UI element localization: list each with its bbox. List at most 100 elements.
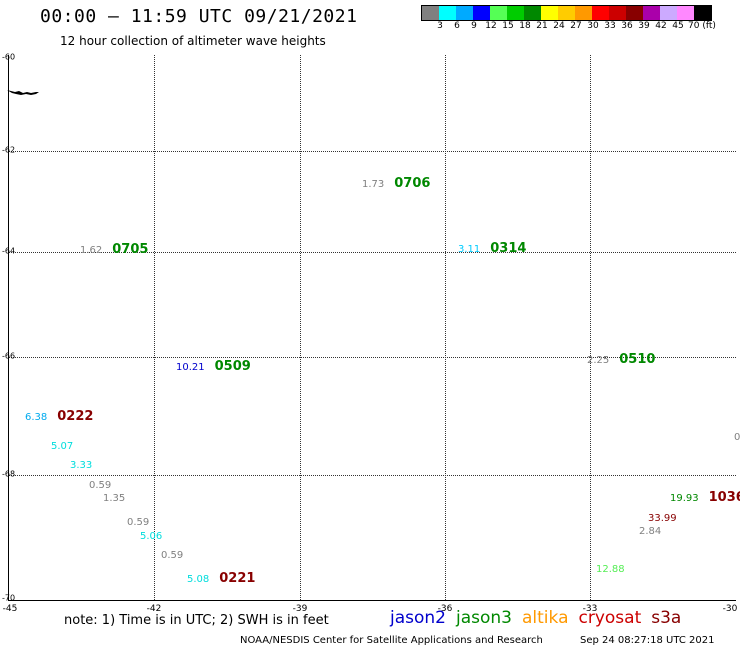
- color-swatch: [473, 6, 490, 20]
- color-scale-tick: 30: [587, 21, 599, 31]
- color-swatch: [660, 6, 677, 20]
- color-swatch: [490, 6, 507, 20]
- wave-observation: 0.59: [127, 512, 149, 528]
- color-scale-tick: 27: [570, 21, 582, 31]
- color-swatch: [507, 6, 524, 20]
- color-scale-tick: 15: [502, 21, 514, 31]
- swh-value: 19.93: [670, 493, 699, 504]
- wave-observation: 0: [734, 427, 740, 443]
- observation-time: 0510: [619, 352, 656, 367]
- satellite-legend: jason2 jason3 altika cryosat s3a: [390, 608, 681, 628]
- swh-value: 0: [734, 432, 740, 443]
- satellite-legend-item: jason2: [390, 608, 446, 628]
- color-swatch: [575, 6, 592, 20]
- longitude-label: -42: [146, 604, 162, 614]
- footnote: note: 1) Time is in UTC; 2) SWH is in fe…: [64, 613, 329, 628]
- wave-observation: 0.59: [161, 545, 183, 561]
- swh-value: 0.59: [89, 480, 112, 491]
- color-scale-tick: 6: [454, 21, 460, 31]
- latitude-label: -60: [2, 52, 16, 62]
- latitude-grid-line: [9, 151, 736, 152]
- satellite-legend-item: s3a: [651, 608, 682, 628]
- swh-value: 5.07: [51, 441, 74, 452]
- wave-observation: 10.21 0509: [176, 357, 251, 373]
- wave-observation: 6.38 0222: [25, 407, 93, 423]
- observation-time: 0314: [490, 241, 527, 256]
- swh-value: 3.33: [70, 460, 93, 471]
- color-scale-tick: 39: [638, 21, 650, 31]
- swh-value: 33.99: [648, 513, 677, 524]
- swh-value: 3.11: [458, 244, 481, 255]
- swh-value: 0.59: [127, 517, 150, 528]
- credit-line: NOAA/NESDIS Center for Satellite Applica…: [240, 635, 543, 646]
- latitude-label: -64: [2, 246, 16, 256]
- generation-timestamp: Sep 24 08:27:18 UTC 2021: [580, 635, 715, 646]
- longitude-grid-line: [590, 55, 591, 600]
- color-swatch: [422, 6, 439, 20]
- swh-value: 6.38: [25, 412, 48, 423]
- satellite-legend-item: jason3: [456, 608, 512, 628]
- wave-observation: 5.08 0221: [187, 569, 255, 585]
- color-swatch: [524, 6, 541, 20]
- wave-observation: 33.99: [648, 508, 677, 524]
- longitude-grid-line: [300, 55, 301, 600]
- satellite-legend-item: altika: [522, 608, 569, 628]
- swh-value: 1.35: [103, 493, 126, 504]
- wave-observation: 1.73 0706: [362, 174, 430, 190]
- wave-observation: 5.06: [140, 526, 162, 542]
- observation-time: 1036: [708, 490, 740, 505]
- longitude-label: -30: [722, 604, 738, 614]
- swh-value: 5.08: [187, 574, 210, 585]
- longitude-grid-line: [445, 55, 446, 600]
- latitude-grid-line: [9, 475, 736, 476]
- latitude-label: -62: [2, 145, 16, 155]
- swh-value: 12.88: [596, 564, 625, 575]
- swh-value: 2.25: [587, 355, 610, 366]
- wave-observation: 1.35: [103, 488, 125, 504]
- wave-observation: 5.07: [51, 436, 73, 452]
- wave-height-color-scale: [421, 5, 712, 21]
- color-scale-tick: 42: [655, 21, 667, 31]
- swh-value: 10.21: [176, 362, 205, 373]
- wave-observation: 1.62 0705: [80, 240, 148, 256]
- longitude-grid-line: [154, 55, 155, 600]
- longitude-label: -39: [292, 604, 308, 614]
- island-coastline-icon: [7, 90, 39, 95]
- observation-time: 0222: [57, 409, 94, 424]
- color-swatch: [541, 6, 558, 20]
- wave-observation: 3.33: [70, 455, 92, 471]
- map-plot-area: [8, 55, 736, 601]
- color-scale-tick: 70 (ft): [688, 21, 716, 31]
- longitude-label: -33: [582, 604, 598, 614]
- latitude-grid-line: [9, 357, 736, 358]
- wave-observation: 3.11 0314: [458, 239, 526, 255]
- color-scale-tick: 18: [519, 21, 531, 31]
- color-swatch: [643, 6, 660, 20]
- color-swatch: [592, 6, 609, 20]
- color-scale-tick: 45: [672, 21, 684, 31]
- swh-value: 5.06: [140, 531, 163, 542]
- wave-observation: 2.25 0510: [587, 350, 655, 366]
- wave-observation: 0.59: [89, 475, 111, 491]
- color-scale-tick: 3: [437, 21, 443, 31]
- color-swatch: [439, 6, 456, 20]
- wave-observation: 12.88: [596, 559, 625, 575]
- color-scale-tick: 12: [485, 21, 497, 31]
- longitude-label: -36: [437, 604, 453, 614]
- swh-value: 0.59: [161, 550, 184, 561]
- color-scale-tick: 21: [536, 21, 548, 31]
- map-subtitle: 12 hour collection of altimeter wave hei…: [60, 34, 326, 48]
- map-title: 00:00 – 11:59 UTC 09/21/2021: [40, 6, 358, 27]
- swh-value: 1.73: [362, 179, 385, 190]
- latitude-label: -70: [2, 593, 16, 603]
- color-scale-tick-labels: 3 6 9 12 15 18 21 24 27 30 33 36 39 42 45 70 (ft): [421, 21, 740, 33]
- color-scale-tick: 9: [471, 21, 477, 31]
- color-scale-tick: 24: [553, 21, 565, 31]
- latitude-grid-line: [9, 252, 736, 253]
- wave-observation: 19.93 1036: [670, 488, 740, 504]
- longitude-label: -45: [2, 604, 18, 614]
- color-swatch: [558, 6, 575, 20]
- color-scale-tick: 33: [604, 21, 616, 31]
- color-scale-tick: 36: [621, 21, 633, 31]
- swh-value: 1.62: [80, 245, 103, 256]
